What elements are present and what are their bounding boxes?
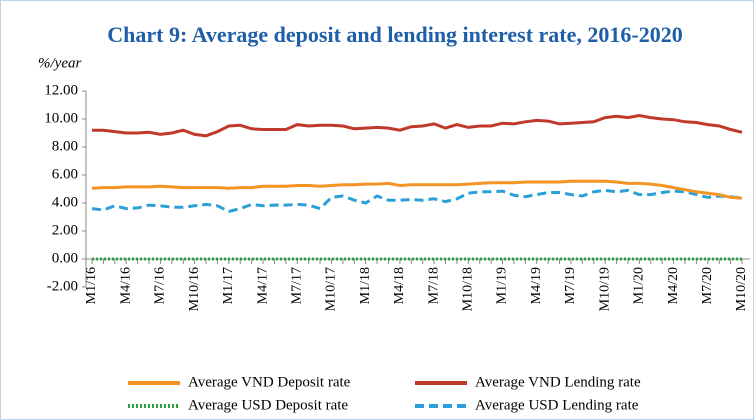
x-tick-label: M7/19 [563, 267, 578, 304]
x-tick-label: M10/19 [597, 267, 612, 311]
y-tick-label: 8.00 [52, 138, 78, 154]
y-tick-label: 10.00 [44, 110, 78, 126]
x-tick-label: M1/16 [84, 267, 99, 304]
x-tick-label: M7/18 [426, 267, 441, 304]
x-tick-label: M10/16 [187, 267, 202, 311]
x-tick-label: M1/18 [358, 267, 373, 304]
y-tick-label: 4.00 [52, 194, 78, 210]
x-tick-label: M10/17 [324, 267, 339, 311]
chart-title: Chart 9: Average deposit and lending int… [107, 22, 682, 47]
x-tick-label: M10/18 [461, 267, 476, 311]
series-line [91, 179, 743, 200]
legend-label: Average VND Deposit rate [188, 374, 351, 390]
x-tick-label: M10/20 [734, 267, 749, 311]
legend-label: Average USD Lending rate [475, 397, 639, 413]
series-line [91, 188, 743, 213]
y-tick-label: 6.00 [52, 166, 78, 182]
y-tick-label: 0.00 [52, 250, 78, 266]
x-tick-label: M7/20 [700, 267, 715, 304]
x-tick-label: M4/19 [529, 267, 544, 304]
y-tick-label: -2.00 [47, 278, 78, 294]
x-tick-label: M4/17 [255, 267, 270, 304]
x-tick-label: M1/20 [632, 267, 647, 304]
y-tick-label: 12.00 [44, 82, 78, 98]
x-tick-label: M4/16 [118, 267, 133, 304]
x-tick-label: M7/16 [153, 267, 168, 304]
x-tick-label: M4/18 [392, 267, 407, 304]
legend-label: Average VND Lending rate [475, 374, 641, 390]
legend-label: Average USD Deposit rate [188, 397, 348, 413]
x-tick-label: M1/19 [495, 267, 510, 304]
x-tick-label: M1/17 [221, 267, 236, 304]
x-tick-label: M7/17 [289, 267, 304, 304]
series-line [92, 113, 743, 138]
y-axis-label: %/year [38, 55, 81, 71]
y-tick-label: 2.00 [52, 222, 78, 238]
x-tick-label: M4/20 [666, 267, 681, 304]
